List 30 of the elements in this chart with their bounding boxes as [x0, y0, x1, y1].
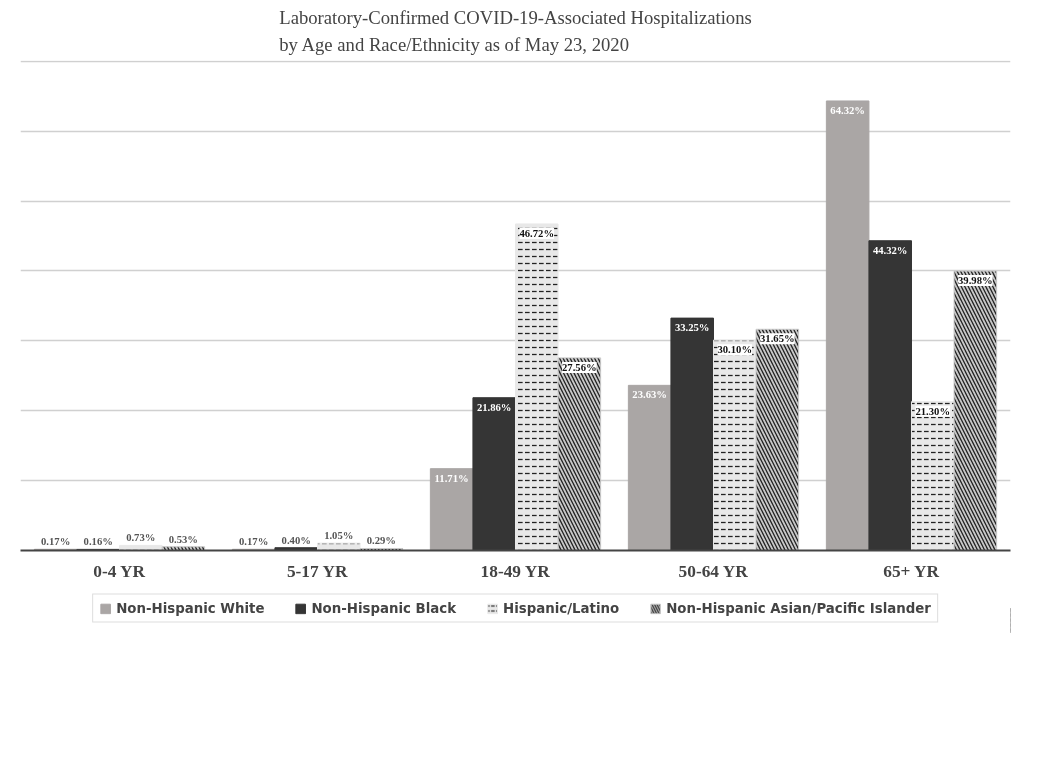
- legend-label: Non-Hispanic Asian/Pacific Islander: [666, 600, 931, 616]
- data-label: 1.05%: [324, 530, 354, 542]
- data-label: 44.32%: [872, 244, 908, 256]
- data-label: 64.32%: [830, 104, 865, 116]
- data-label: 46.72%: [519, 227, 555, 239]
- data-label: 21.30%: [915, 405, 951, 417]
- data-label: 21.86%: [476, 401, 512, 413]
- data-label: 0.16%: [83, 536, 113, 548]
- data-label: 33.25%: [674, 322, 710, 334]
- x-tick-label: 5-17 YR: [286, 561, 348, 581]
- data-label: 39.98%: [958, 275, 993, 287]
- data-label: 0.73%: [126, 532, 156, 544]
- data-label: 0.29%: [366, 535, 397, 547]
- x-tick-label: 0-4 YR: [93, 561, 146, 581]
- chart-title: Laboratory-Confirmed COVID-19-Associated Hospitalizations by Age and Race/Ethnicity as of May 23, 2020: [279, 7, 752, 56]
- data-label: 31.65%: [760, 333, 795, 345]
- data-label: 27.56%: [562, 361, 597, 373]
- legend-label: Non-Hispanic Black: [311, 600, 457, 616]
- legend-label: Hispanic/Latino: [503, 600, 620, 616]
- x-tick-label: 50-64 YR: [678, 561, 749, 581]
- data-label: 11.71%: [434, 472, 469, 484]
- data-label: 0.17%: [40, 536, 71, 548]
- data-label: 0.53%: [168, 533, 199, 545]
- x-tick-label: 18-49 YR: [480, 561, 551, 581]
- data-label: 0.17%: [238, 536, 269, 548]
- x-tick-label: 65+ YR: [883, 561, 940, 581]
- data-label: 0.40%: [281, 534, 311, 546]
- data-label: 23.63%: [632, 389, 667, 401]
- data-label: 30.10%: [717, 344, 753, 356]
- legend-label: Non-Hispanic White: [116, 600, 265, 616]
